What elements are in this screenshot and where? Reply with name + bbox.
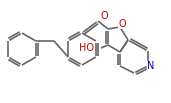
Text: O: O — [100, 11, 108, 21]
Text: HO: HO — [79, 43, 94, 53]
Text: O: O — [118, 19, 126, 29]
Text: N: N — [147, 61, 155, 71]
